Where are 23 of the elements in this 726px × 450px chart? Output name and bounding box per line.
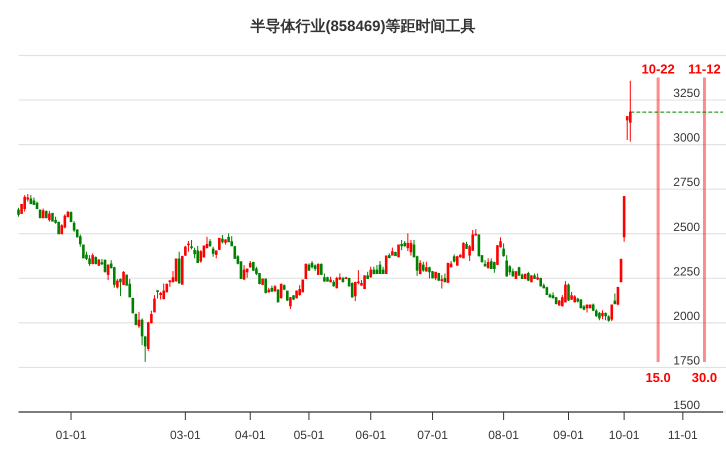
x-tick-label: 11-01	[668, 428, 698, 442]
chart-title: 半导体行业(858469)等距时间工具	[249, 18, 476, 35]
x-tick-label: 06-01	[355, 428, 386, 442]
y-tick-label: 3250	[673, 86, 700, 100]
y-tick-label: 3000	[673, 130, 700, 145]
x-tick-label: 08-01	[488, 428, 520, 442]
y-tick-label: 2500	[673, 220, 700, 234]
y-tick-label: 1750	[673, 353, 700, 368]
x-tick-label: 01-01	[56, 428, 87, 442]
x-tick-label: 03-01	[170, 428, 202, 442]
x-tick-label: 04-01	[234, 428, 266, 442]
y-tick-label: 1500	[673, 398, 700, 412]
annotation: 15.0	[645, 370, 671, 385]
x-tick-label: 07-01	[417, 428, 448, 442]
y-tick-label: 2250	[673, 264, 700, 278]
y-tick-label: 2750	[673, 175, 700, 190]
annotation: 10-22	[641, 62, 675, 76]
x-tick-label: 10-01	[608, 428, 640, 442]
annotation: 11-12	[688, 62, 721, 76]
y-tick-label: 2000	[673, 308, 700, 323]
x-tick-label: 05-01	[294, 428, 325, 442]
x-tick-label: 09-01	[553, 428, 584, 442]
annotation: 30.0	[692, 370, 718, 385]
